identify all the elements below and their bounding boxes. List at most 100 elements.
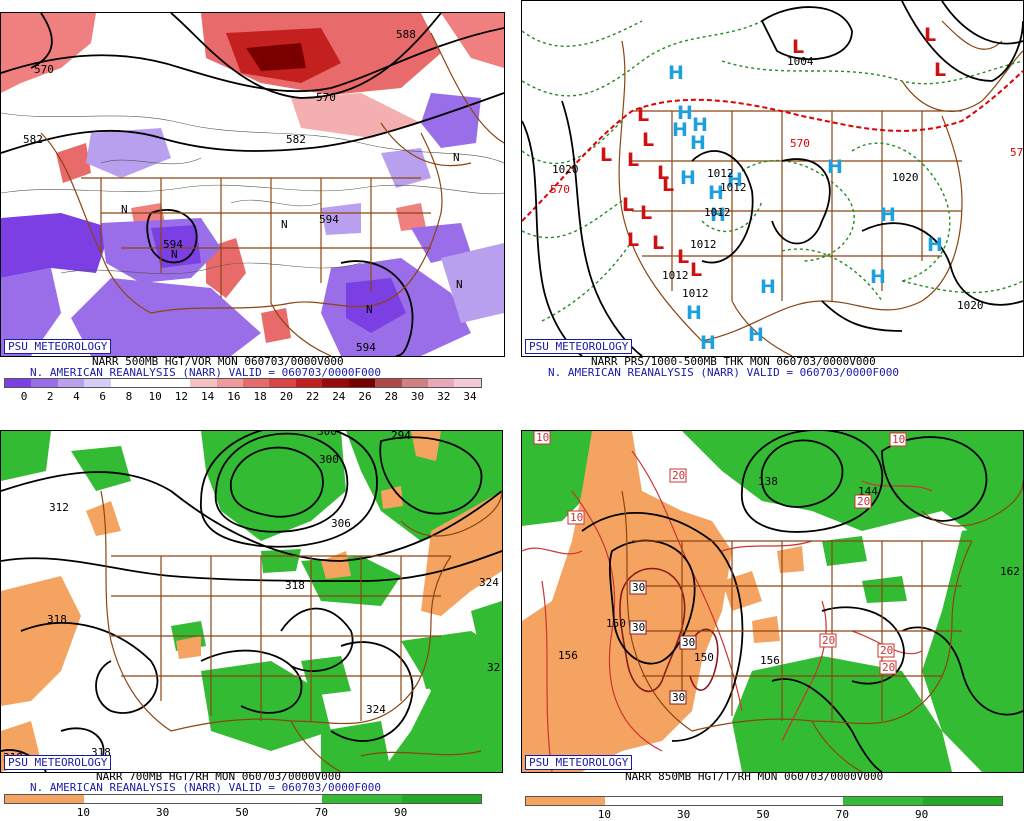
contour-label: 588	[396, 28, 416, 41]
contour-label: 156	[558, 649, 578, 662]
contour-label: 300	[319, 453, 339, 466]
high-center-marker: H	[692, 114, 708, 136]
colorbar-tick-label: 6	[99, 390, 107, 403]
colorbar-tick-label: 50	[756, 808, 770, 821]
vort-max-area	[261, 308, 291, 343]
caption-product: NARR PRS/1000-500MB THK MON 060703/0000V…	[591, 355, 876, 368]
height-contour-294	[379, 436, 483, 515]
colorbar-swatch	[84, 379, 111, 387]
height-contour-150	[608, 539, 696, 665]
contour-label: 324	[366, 703, 386, 716]
t850-map-svg: 150 150 156 156 138 144 162 102010201030…	[522, 431, 1023, 772]
colorbar-tick-label: 10	[148, 390, 162, 403]
isobar-1004	[760, 6, 853, 61]
vort-min-area	[346, 278, 406, 333]
psu-meteorology-badge: PSU METEOROLOGY	[4, 339, 112, 354]
colorbar-swatch	[5, 379, 32, 387]
panel-850mb: 150 150 156 156 138 144 162 10 20 10 20 10 30…	[521, 414, 1024, 821]
temp-label-box	[567, 510, 585, 525]
colorbar-swatch	[526, 797, 606, 805]
caption-valid: N. AMERICAN REANALYSIS (NARR) VALID = 06…	[548, 366, 899, 379]
temp-label: 20	[857, 495, 870, 508]
rh700-colorbar	[4, 794, 482, 804]
colorbar-swatch	[454, 379, 481, 387]
low-center-marker: L	[640, 202, 652, 224]
colorbar-tick-label: 70	[314, 806, 328, 819]
isobar-label: 1020	[552, 163, 579, 176]
colorbar-tick-label: 22	[305, 390, 320, 403]
height-contour	[771, 678, 883, 772]
contour-label: 594	[163, 238, 183, 251]
colorbar-swatch	[269, 379, 296, 387]
colorbar-swatch	[163, 379, 191, 387]
colorbar-swatch	[322, 795, 402, 803]
height-contour-324	[280, 607, 354, 672]
low-center-marker: L	[662, 174, 674, 196]
height-contour-570	[1, 27, 504, 93]
height-contour-138	[760, 439, 844, 508]
contour-label: 156	[760, 654, 780, 667]
low-center-marker: L	[652, 232, 664, 254]
temp-label-box	[877, 643, 895, 658]
temp-contour-10	[522, 547, 583, 555]
contour-label: 162	[1000, 565, 1020, 578]
rh850-colorbar-ticks: 10 30 50 70 90	[525, 808, 1001, 821]
contour-label: 150	[694, 651, 714, 664]
high-center-marker: H	[870, 266, 886, 288]
temp-label-box	[629, 580, 647, 595]
colorbar-tick-label: 20	[279, 390, 293, 403]
temp-label: 30	[682, 636, 695, 649]
high-pressure-centers: H H H H H H H H H H H H H H H H H	[668, 62, 943, 354]
caption-product: NARR 500MB HGT/VOR MON 060703/0000V000	[92, 355, 344, 368]
thickness-label: 57	[1010, 146, 1023, 159]
high-center-marker: H	[880, 204, 896, 226]
caption-valid: N. AMERICAN REANALYSIS (NARR) VALID = 06…	[30, 781, 381, 794]
temp-label: 30	[632, 621, 645, 634]
colorbar-swatch	[216, 379, 243, 387]
low-center-marker: L	[600, 144, 612, 166]
contour-label: 150	[606, 617, 626, 630]
colorbar-tick-label: 18	[253, 390, 267, 403]
colorbar-swatch	[242, 379, 270, 387]
high-center-marker: H	[708, 182, 724, 204]
colorbar-tick-label: 32	[437, 390, 451, 403]
temp-contour-20	[781, 600, 827, 742]
low-pressure-centers: L L L L L L L L L L L L L L L	[600, 24, 946, 281]
colorbar-swatch	[763, 797, 844, 805]
colorbar-swatch	[190, 379, 217, 387]
height-contour-582	[1, 92, 504, 154]
colorbar-swatch	[295, 379, 323, 387]
caption-product: NARR 850MB HGT/T/RH MON 060703/0000V000	[625, 770, 884, 783]
colorbar-tick-label: 90	[394, 806, 408, 819]
vort-max-area	[56, 143, 91, 183]
temp-label-box	[533, 431, 551, 445]
map-500mb: N N N N N N 570 582 582 594 570 588 594 594	[0, 12, 505, 357]
low-center-marker: L	[924, 24, 936, 46]
temp-label-box	[679, 635, 697, 650]
colorbar-swatch	[163, 795, 243, 803]
isobar-1020	[861, 222, 1023, 306]
temp-label: 10	[570, 511, 583, 524]
low-center-marker: L	[657, 162, 669, 184]
svg-text:N: N	[121, 203, 128, 216]
colorbar-swatch	[401, 379, 428, 387]
colorbar-tick-label: 8	[125, 390, 133, 403]
svg-text:N: N	[171, 248, 178, 261]
contour-label: 138	[758, 475, 778, 488]
height-contour-570	[30, 13, 53, 69]
thickness-label: 570	[550, 183, 570, 196]
contour-label: 306	[331, 517, 351, 530]
low-center-marker: L	[934, 59, 946, 81]
height-contour-156	[821, 606, 905, 685]
temp-label: 10	[892, 433, 905, 446]
isobar-label: 1012	[662, 269, 689, 282]
high-center-marker: H	[827, 156, 843, 178]
caption-product: NARR 700MB HGT/RH MON 060703/0000V000	[96, 770, 342, 783]
temp-label: 30	[672, 691, 685, 704]
vorticity-map-svg: N N N N N N 570 582 582 594 570 588 594 594	[1, 13, 504, 356]
isobar	[522, 120, 583, 356]
high-center-marker: H	[760, 276, 776, 298]
temp-label: 20	[672, 469, 685, 482]
rh700-colorbar-ticks: 10 30 50 70 90	[4, 806, 480, 819]
temp-contour-10	[861, 480, 933, 492]
